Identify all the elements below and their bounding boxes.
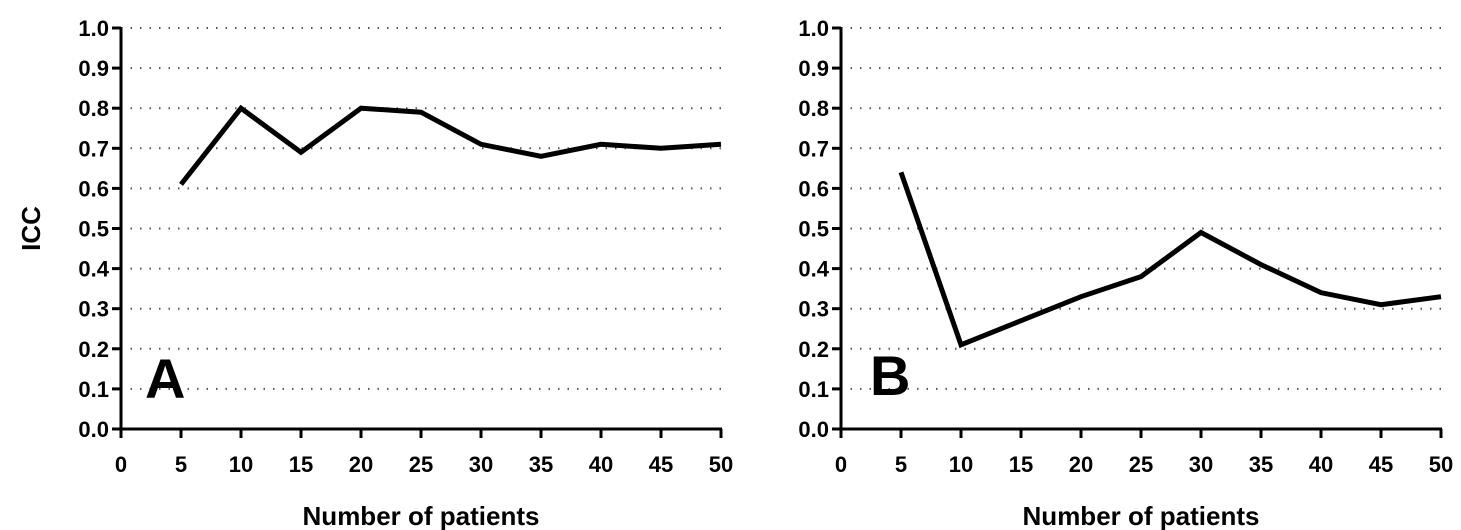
y-tick-label: 0.1 — [78, 377, 109, 402]
y-tick-label: 0.0 — [78, 417, 109, 442]
data-point — [419, 110, 423, 114]
series-line — [179, 104, 722, 186]
x-tick-label: 40 — [589, 452, 613, 477]
data-point — [1019, 319, 1023, 323]
x-tick-label: 40 — [1309, 452, 1333, 477]
data-point — [539, 154, 543, 158]
y-tick-label: 0.7 — [78, 136, 109, 161]
y-tick-label: 0.4 — [798, 257, 829, 282]
data-point — [719, 142, 723, 146]
x-axis-title: Number of patients — [1023, 501, 1260, 530]
chart-panel-a: 0.0 0.1 0.2 0.3 0.4 0.5 0.6 0.7 0.8 0.9 1.0 0 5 10 15 2… — [16, 16, 733, 530]
series-line — [898, 171, 1442, 349]
y-tick-label: 0.3 — [78, 297, 109, 322]
y-tick-label: 0.5 — [78, 217, 109, 242]
data-point — [479, 142, 483, 146]
data-point — [299, 150, 303, 154]
y-tick-label: 0.8 — [798, 96, 829, 121]
y-axis-title: ICC — [16, 206, 46, 251]
x-tick-label: 0 — [835, 452, 847, 477]
data-point — [1199, 231, 1203, 235]
y-tick-label: 0.2 — [78, 337, 109, 362]
data-point — [1259, 263, 1263, 267]
data-point — [1139, 275, 1143, 279]
data-point — [959, 343, 963, 347]
x-tick-label: 10 — [229, 452, 253, 477]
y-tick-label: 0.3 — [798, 297, 829, 322]
y-tick-label: 0.6 — [798, 176, 829, 201]
y-tick-label: 1.0 — [78, 16, 109, 41]
data-point — [239, 106, 243, 110]
x-tick-label: 30 — [469, 452, 493, 477]
y-tick-label: 0.6 — [78, 176, 109, 201]
panel-label: B — [870, 344, 910, 407]
data-point — [599, 142, 603, 146]
x-tick-label: 45 — [649, 452, 673, 477]
x-tick-label: 50 — [1429, 452, 1453, 477]
x-tick-label: 20 — [349, 452, 373, 477]
y-tick-label: 0.8 — [78, 96, 109, 121]
panel-label: A — [145, 347, 185, 410]
x-tick-label: 50 — [709, 452, 733, 477]
x-tick-label: 25 — [409, 452, 433, 477]
y-tick-label: 0.9 — [78, 56, 109, 81]
y-tick-label: 0.9 — [798, 56, 829, 81]
x-tick-label: 45 — [1369, 452, 1393, 477]
x-tick-label: 30 — [1189, 452, 1213, 477]
x-tick-label: 0 — [115, 452, 127, 477]
x-axis-title: Number of patients — [303, 501, 540, 530]
data-point — [179, 182, 183, 186]
data-point — [1439, 295, 1443, 299]
data-point — [1319, 291, 1323, 295]
y-tick-label: 0.1 — [798, 377, 829, 402]
x-tick-label: 10 — [949, 452, 973, 477]
data-point — [659, 146, 663, 150]
data-point — [1079, 295, 1083, 299]
y-tick-label: 0.0 — [798, 417, 829, 442]
y-tick-label: 0.7 — [798, 136, 829, 161]
x-tick-label: 25 — [1129, 452, 1153, 477]
data-point — [359, 106, 363, 110]
y-tick-label: 0.5 — [798, 217, 829, 242]
x-tick-label: 15 — [289, 452, 313, 477]
x-tick-label: 15 — [1009, 452, 1033, 477]
y-tick-label: 1.0 — [798, 16, 829, 41]
x-tick-label: 5 — [175, 452, 187, 477]
y-tick-label: 0.4 — [78, 257, 109, 282]
data-point — [899, 170, 903, 174]
x-tick-label: 20 — [1069, 452, 1093, 477]
data-point — [1379, 303, 1383, 307]
y-tick-label: 0.2 — [798, 337, 829, 362]
x-tick-label: 35 — [529, 452, 553, 477]
x-tick-label: 5 — [895, 452, 907, 477]
x-tick-label: 35 — [1249, 452, 1273, 477]
chart-panel-b: 0.0 0.1 0.2 0.3 0.4 0.5 0.6 0.7 0.8 0.9 1.0 0 5 10 15 2… — [798, 16, 1453, 530]
